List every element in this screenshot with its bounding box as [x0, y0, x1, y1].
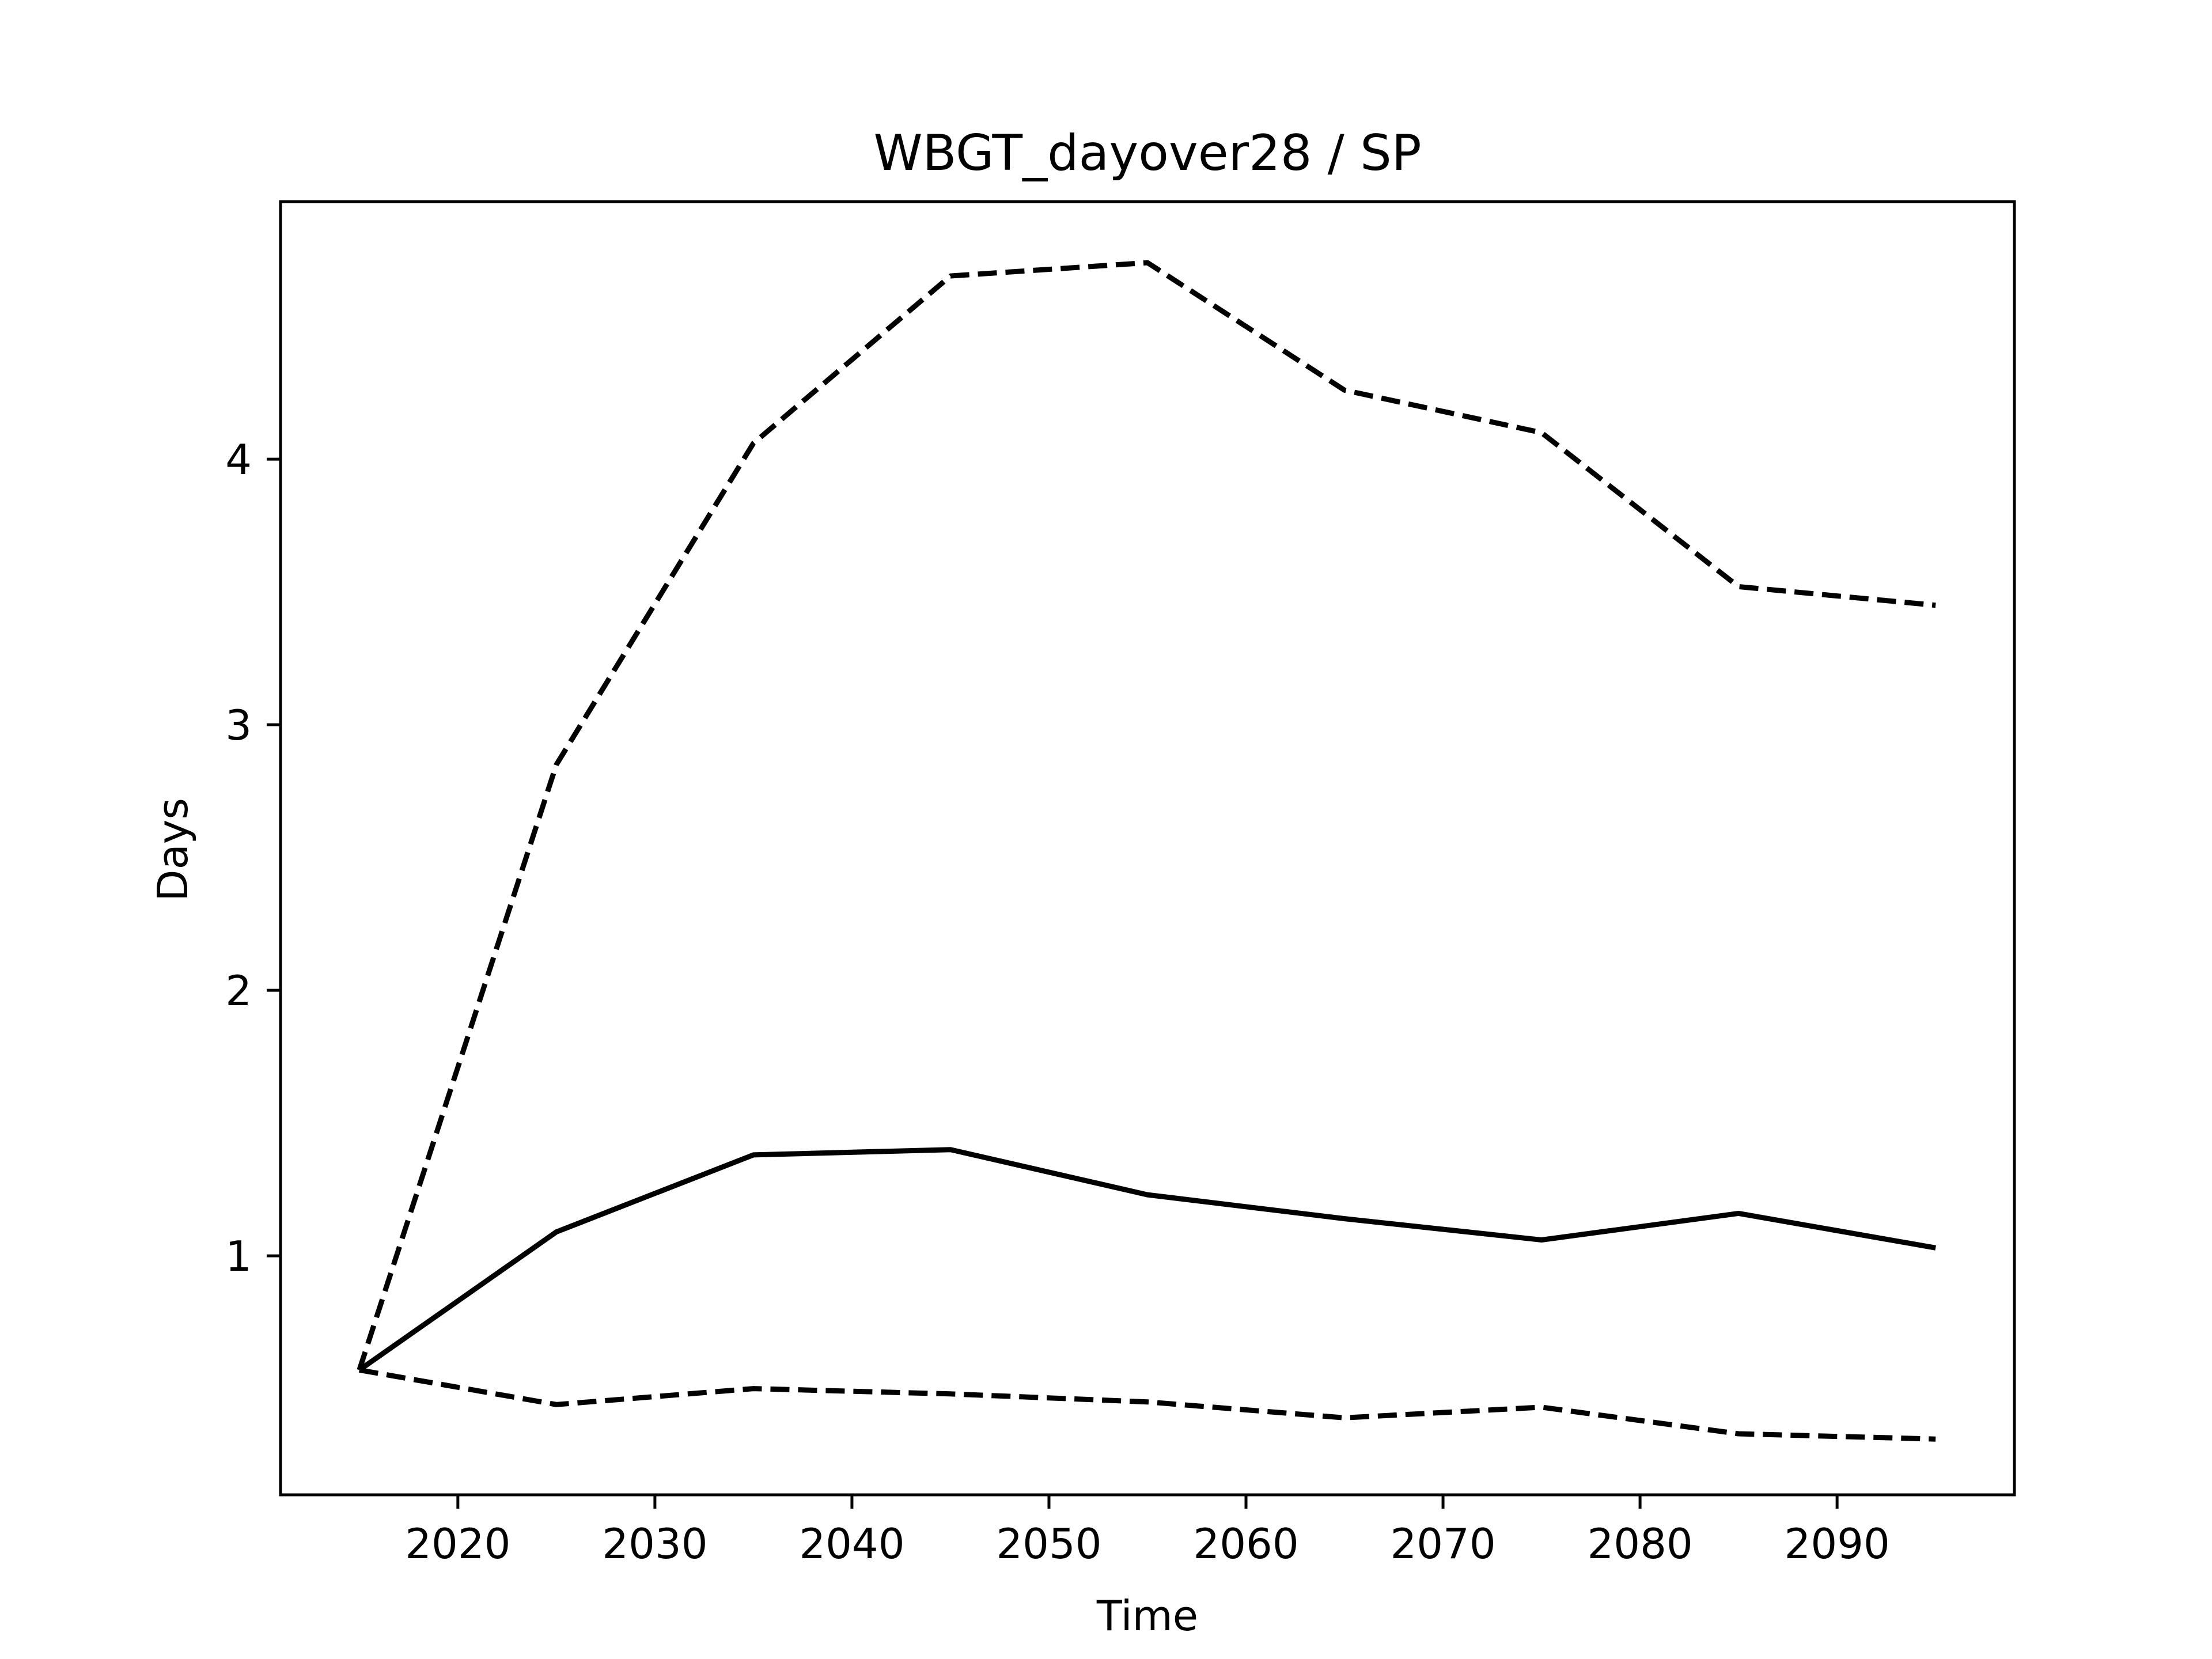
y-tick-label: 1 [225, 1232, 252, 1281]
x-tick-label: 2040 [799, 1520, 904, 1568]
series-layer [357, 260, 1936, 1442]
chart-title: WBGT_dayover28 / SP [873, 124, 1421, 182]
x-tick-label: 2020 [405, 1520, 510, 1568]
y-axis-ticks: 1 2 3 4 [225, 435, 281, 1281]
y-tick-label: 2 [225, 967, 252, 1015]
x-tick-label: 2070 [1390, 1520, 1495, 1568]
series-line-3 [359, 1367, 1936, 1442]
y-tick-label: 3 [225, 701, 252, 749]
x-tick-label: 2090 [1785, 1520, 1890, 1568]
series-line-1 [358, 1147, 1936, 1372]
x-axis-ticks: 2020 2030 2040 2050 2060 2070 2080 2090 [405, 1495, 1890, 1568]
series-line-2 [357, 260, 1936, 1371]
x-axis-label: Time [1096, 1592, 1198, 1640]
x-tick-label: 2060 [1193, 1520, 1298, 1568]
x-tick-label: 2050 [996, 1520, 1101, 1568]
x-tick-label: 2030 [602, 1520, 707, 1568]
x-tick-label: 2080 [1587, 1520, 1692, 1568]
y-tick-label: 4 [225, 435, 252, 484]
plot-frame [279, 200, 2016, 1497]
y-axis-label: Days [149, 798, 197, 902]
